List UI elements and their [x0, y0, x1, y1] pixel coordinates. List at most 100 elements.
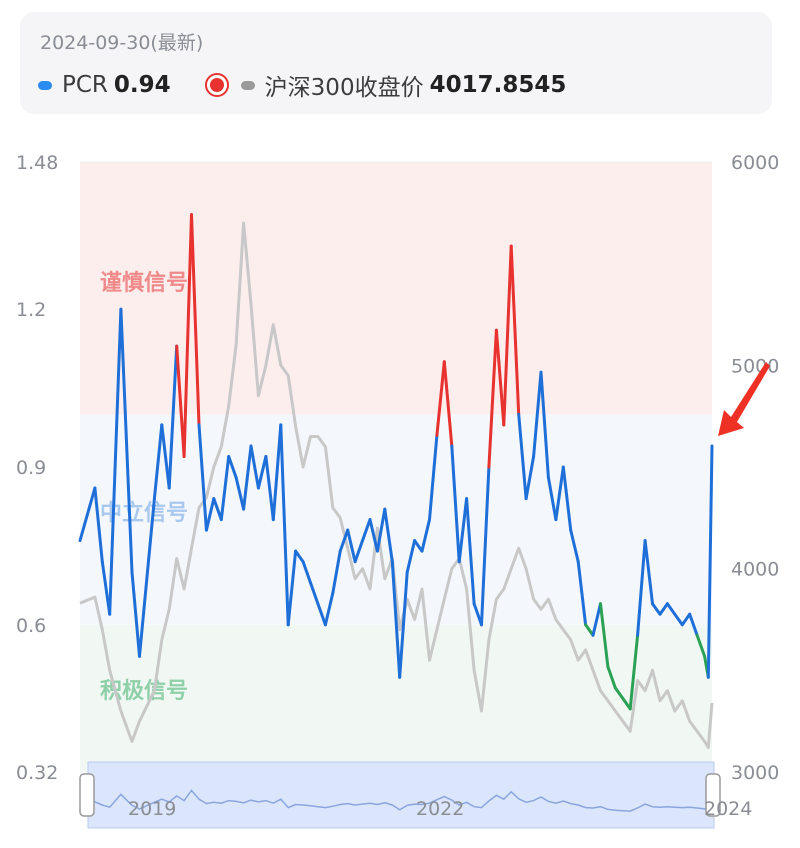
pcr-segment: [108, 307, 123, 616]
date-label: 2024-09-30(最新): [40, 32, 204, 54]
left-tick-label: 0.6: [16, 615, 46, 637]
pcr-segment: [673, 612, 684, 627]
left-tick-label: 0.9: [16, 457, 46, 479]
pcr-segment: [167, 344, 179, 490]
pcr-segment: [554, 465, 565, 522]
pcr-segment: [643, 539, 654, 606]
pcr-segment: [591, 602, 602, 637]
pcr-segment: [316, 602, 327, 627]
pcr-legend-dot-icon: [38, 80, 52, 90]
pcr-segment: [264, 455, 275, 522]
pcr-segment: [78, 486, 97, 543]
pcr-segment: [309, 581, 320, 606]
pcr-segment: [353, 539, 364, 564]
red-arrow-icon: [718, 361, 770, 436]
pcr-segment: [234, 476, 246, 511]
pcr-segment: [524, 455, 536, 501]
left-tick-label: 1.48: [16, 152, 58, 174]
zone-label-0: 谨慎信号: [100, 270, 188, 296]
pcr-segment: [613, 686, 625, 700]
left-tick-label: 1.2: [16, 299, 46, 321]
range-handle-right[interactable]: [705, 773, 721, 817]
radio-target-icon[interactable]: [204, 73, 229, 97]
pcr-segment: [119, 307, 134, 574]
pcr-segment: [160, 423, 171, 490]
pcr-segment: [628, 633, 640, 711]
pcr-segment: [561, 465, 573, 532]
navigator-minimap-line: [79, 789, 713, 812]
pcr-segment: [383, 507, 394, 564]
x-axis-label: 2022: [416, 798, 464, 820]
pcr-segment: [390, 560, 402, 679]
pcr-segment: [502, 244, 513, 427]
pcr-segment: [93, 486, 104, 564]
pcr-segment: [442, 360, 454, 448]
pcr-segment: [271, 423, 283, 522]
pcr-segment: [405, 539, 417, 574]
pcr-segment: [338, 528, 350, 553]
pcr-segment: [130, 570, 141, 658]
pcr-segment: [368, 518, 379, 553]
pcr-segment: [242, 444, 253, 511]
pcr-segment: [152, 423, 164, 501]
pcr-segment: [190, 213, 201, 427]
pcr-segment: [346, 528, 357, 564]
pcr-segment: [569, 528, 580, 564]
pcr-segment: [398, 570, 409, 679]
pcr-segment: [584, 623, 595, 637]
pcr-segment: [680, 612, 692, 627]
pcr-segment: [636, 539, 647, 637]
range-navigator: [87, 761, 715, 829]
pcr-segment: [219, 455, 231, 522]
pcr-segment: [494, 328, 506, 427]
summary-card: 2024-09-30(最新) PCR 0.94 沪深300收盘价 4017.85…: [20, 12, 772, 114]
pcr-segment: [204, 497, 216, 532]
index-legend-value: 4017.8545: [429, 72, 567, 98]
pcr-segment: [509, 244, 521, 416]
pcr-segment: [175, 344, 186, 458]
pcr-segment: [100, 560, 112, 616]
pcr-segment: [450, 444, 461, 564]
x-axis-label: 2019: [128, 798, 176, 820]
pcr-segment: [361, 518, 372, 543]
pcr-segment: [279, 423, 290, 627]
right-tick-label: 6000: [731, 152, 779, 174]
pcr-segment: [665, 602, 677, 616]
pcr-segment: [465, 497, 476, 606]
pcr-segment: [138, 497, 156, 658]
pcr-segment: [256, 455, 268, 490]
pcr-segment: [457, 497, 469, 564]
pcr-segment: [428, 433, 439, 522]
pcr-legend-value: 0.94: [113, 72, 171, 98]
pcr-segment: [599, 602, 610, 669]
index-legend-name: 沪深300收盘价: [264, 75, 424, 101]
pcr-segment: [706, 444, 714, 679]
pcr-segment: [413, 539, 424, 553]
pcr-segment: [539, 370, 550, 479]
pcr-segment: [658, 602, 669, 616]
range-handle-left[interactable]: [79, 773, 95, 817]
pcr-segment: [182, 213, 193, 458]
pcr-segment: [435, 360, 446, 437]
legend: PCR 0.94 沪深300收盘价 4017.8545: [38, 70, 567, 101]
pcr-segment: [576, 560, 588, 627]
pcr-segment: [197, 423, 208, 532]
pcr-segment: [227, 455, 238, 479]
pcr-segment: [480, 465, 491, 627]
pcr-segment: [546, 476, 558, 522]
pcr-segment: [688, 612, 699, 637]
pcr-legend-name: PCR: [62, 72, 108, 98]
pcr-segment: [212, 497, 223, 522]
pcr-segment: [532, 370, 543, 458]
pcr-segment: [249, 444, 260, 490]
pcr-segment: [695, 633, 707, 658]
left-tick-label: 0.32: [16, 762, 58, 784]
pcr-segment: [487, 328, 498, 469]
right-tick-label: 5000: [731, 355, 779, 377]
right-tick-label: 4000: [731, 559, 779, 581]
pcr-segment: [286, 549, 298, 627]
pcr-segment: [517, 412, 528, 501]
x-axis-label: 2024: [704, 798, 752, 820]
pcr-segment: [331, 549, 342, 595]
